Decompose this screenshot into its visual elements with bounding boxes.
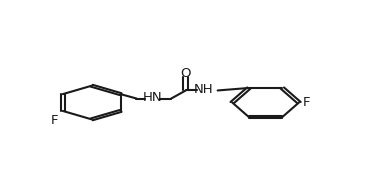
Text: O: O <box>181 67 191 80</box>
Text: NH: NH <box>193 82 213 96</box>
Text: F: F <box>51 114 58 127</box>
Text: F: F <box>303 96 310 109</box>
Text: HN: HN <box>142 91 162 104</box>
